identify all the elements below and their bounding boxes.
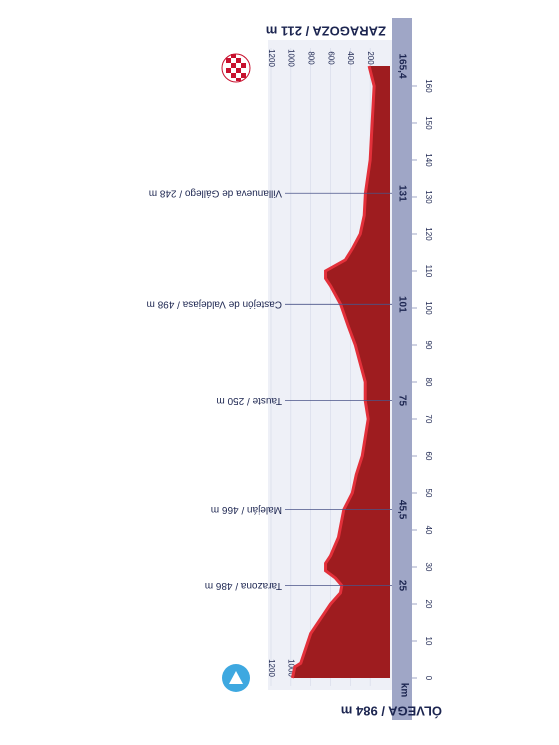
x-tick-label: 100 <box>424 301 433 315</box>
waypoint-label: Maleján / 466 m <box>211 504 282 515</box>
waypoint-label: Castejón de Valdejasa / 498 m <box>147 299 282 310</box>
x-tick-label: 30 <box>424 563 433 572</box>
profile-area <box>292 66 390 678</box>
finish-icon <box>221 53 251 83</box>
x-tick-label: 80 <box>424 378 433 387</box>
start-icon-arrow <box>229 671 243 684</box>
x-tick-label: 160 <box>424 79 433 93</box>
x-tick-label: 90 <box>424 341 433 350</box>
x-tick-label: 50 <box>424 489 433 498</box>
waypoint-label: Tauste / 250 m <box>216 395 282 406</box>
waypoint-km: 131 <box>396 185 407 202</box>
y-tick-label: 1200 <box>267 49 276 67</box>
finish-label: ZARAGOZA / 211 m <box>266 24 386 39</box>
y-tick-label: 1200 <box>267 659 276 677</box>
x-tick-label: 10 <box>424 637 433 646</box>
y-tick-label: 800 <box>307 51 316 65</box>
finish-km: 165,4 <box>396 53 407 78</box>
plot: 2002004004006006008008001000100012001200… <box>147 48 433 686</box>
x-tick-label: 40 <box>424 526 433 535</box>
x-tick-label: 110 <box>424 265 433 278</box>
x-tick-label: 140 <box>424 153 433 167</box>
km-band <box>392 18 412 720</box>
y-tick-label: 400 <box>346 51 355 65</box>
x-axis-label: km <box>398 683 409 698</box>
x-tick-label: 130 <box>424 190 433 204</box>
y-tick-label: 200 <box>366 51 375 65</box>
waypoint-km: 75 <box>396 395 407 407</box>
x-tick-label: 60 <box>424 452 433 461</box>
x-tick-label: 150 <box>424 116 433 130</box>
y-tick-label: 600 <box>326 51 335 65</box>
x-tick-label: 0 <box>424 676 433 681</box>
x-tick-label: 20 <box>424 600 433 609</box>
waypoint-label: Tarazona / 486 m <box>205 580 282 591</box>
y-tick-label: 1000 <box>287 659 296 677</box>
waypoint-km: 45,5 <box>396 500 407 520</box>
profile-edge <box>290 65 376 679</box>
waypoint-km: 25 <box>396 580 407 592</box>
x-tick-label: 120 <box>424 227 433 241</box>
start-label: ÓLVEGA / 984 m <box>341 704 442 719</box>
waypoint-km: 101 <box>396 296 407 313</box>
x-tick-label: 70 <box>424 415 433 424</box>
y-tick-label: 1000 <box>287 49 296 67</box>
waypoint-label: Villanueva de Gállego / 248 m <box>149 188 282 199</box>
